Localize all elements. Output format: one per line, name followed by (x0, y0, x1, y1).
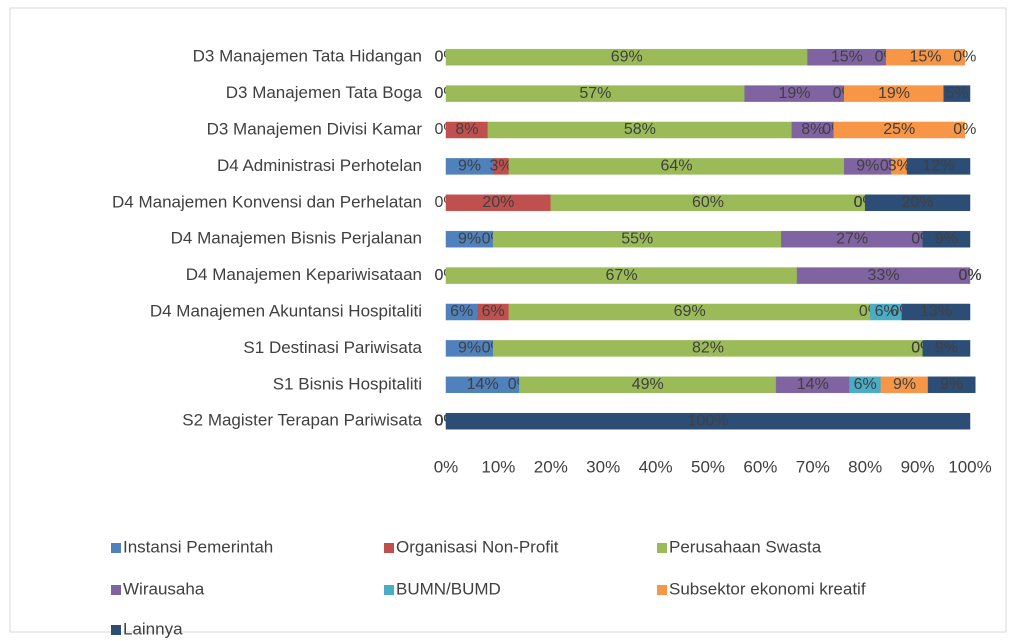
bar-segment (922, 230, 971, 248)
data-label: 9% (940, 376, 963, 393)
bar-segment (901, 303, 971, 321)
bar-segment (864, 194, 971, 212)
data-label: 100% (688, 412, 729, 429)
data-label: 6% (875, 303, 898, 320)
category-label: D4 Manajemen Konvensi dan Perhelatan (112, 192, 422, 211)
data-label: 69% (674, 303, 706, 320)
bar-segment (922, 340, 971, 357)
data-label: 0% (958, 267, 981, 284)
data-label: 69% (611, 48, 643, 65)
bar-segment (943, 85, 971, 102)
x-tick-label: 0% (434, 457, 459, 476)
data-label: 13% (920, 303, 952, 320)
data-label: 19% (778, 85, 810, 102)
legend-label: BUMN/BUMD (396, 579, 501, 598)
data-label: 3% (888, 158, 911, 175)
data-label: 9% (458, 158, 481, 175)
legend-label: Subsektor ekonomi kreatif (669, 579, 866, 598)
data-label: 3% (489, 158, 512, 175)
legend-label: Wirausaha (123, 579, 205, 598)
data-label: 14% (467, 376, 499, 393)
legend-label: Lainnya (123, 619, 183, 638)
x-tick-label: 30% (586, 457, 620, 476)
legend-swatch (384, 543, 394, 553)
x-tick-label: 80% (848, 457, 882, 476)
data-label: 15% (831, 48, 863, 65)
data-label: 20% (482, 194, 514, 211)
legend-swatch (111, 585, 121, 595)
data-label: 33% (868, 267, 900, 284)
bar-segment (927, 376, 976, 394)
data-label: 9% (893, 376, 916, 393)
bar-segment (885, 48, 966, 66)
data-label: 0% (953, 48, 976, 65)
data-label: 55% (621, 230, 653, 247)
bar-segment (445, 412, 971, 430)
legend-swatch (384, 585, 394, 595)
x-tick-label: 20% (534, 457, 568, 476)
data-label: 15% (909, 48, 941, 65)
data-label: 14% (797, 376, 829, 393)
category-label: D4 Manajemen Kepariwisataan (186, 265, 422, 284)
legend-swatch (111, 625, 121, 635)
category-label: D3 Manajemen Tata Hidangan (193, 47, 422, 66)
data-label: 5% (945, 85, 968, 102)
data-label: 57% (579, 85, 611, 102)
x-tick-label: 40% (639, 457, 673, 476)
legend-label: Perusahaan Swasta (669, 537, 822, 556)
data-label: 6% (482, 303, 505, 320)
data-label: 9% (935, 230, 958, 247)
data-label: 82% (692, 340, 724, 357)
data-label: 0% (958, 267, 981, 284)
data-label: 49% (632, 376, 664, 393)
category-label: D4 Manajemen Bisnis Perjalanan (171, 229, 422, 248)
category-label: S1 Bisnis Hospitaliti (273, 374, 422, 393)
data-label: 9% (458, 230, 481, 247)
category-label: D4 Manajemen Akuntansi Hospitaliti (150, 301, 422, 320)
data-label: 25% (883, 121, 915, 138)
category-label: D4 Administrasi Perhotelan (217, 156, 422, 175)
data-label: 0% (958, 267, 981, 284)
x-tick-label: 10% (481, 457, 515, 476)
data-label: 12% (923, 158, 955, 175)
data-label: 60% (692, 194, 724, 211)
data-label: 20% (902, 194, 934, 211)
x-tick-label: 70% (796, 457, 830, 476)
category-label: D3 Manajemen Divisi Kamar (207, 119, 423, 138)
data-label: 8% (801, 121, 824, 138)
x-tick-label: 60% (743, 457, 777, 476)
data-label: 8% (455, 121, 478, 138)
data-label: 6% (854, 376, 877, 393)
category-label: S1 Destinasi Pariwisata (243, 338, 422, 357)
legend-swatch (657, 585, 667, 595)
category-label: D3 Manajemen Tata Boga (226, 83, 423, 102)
bar-segment (833, 121, 966, 139)
data-label: 9% (458, 340, 481, 357)
data-label: 19% (878, 85, 910, 102)
data-label: 6% (450, 303, 473, 320)
data-label: 9% (935, 340, 958, 357)
data-label: 0% (953, 121, 976, 138)
data-label: 9% (856, 158, 879, 175)
legend-swatch (111, 543, 121, 553)
chart-border (9, 7, 1007, 633)
category-label: S2 Magister Terapan Pariwisata (182, 411, 422, 430)
x-tick-label: 100% (948, 457, 991, 476)
data-label: 67% (606, 267, 638, 284)
legend-label: Organisasi Non-Profit (396, 537, 559, 556)
x-tick-label: 50% (691, 457, 725, 476)
x-tick-label: 90% (901, 457, 935, 476)
legend-label: Instansi Pemerintah (123, 537, 273, 556)
legend-swatch (657, 543, 667, 553)
bar-segment (796, 267, 971, 284)
bar-segment (906, 158, 971, 175)
data-label: 58% (624, 121, 656, 138)
data-label: 27% (836, 230, 868, 247)
data-label: 64% (661, 158, 693, 175)
